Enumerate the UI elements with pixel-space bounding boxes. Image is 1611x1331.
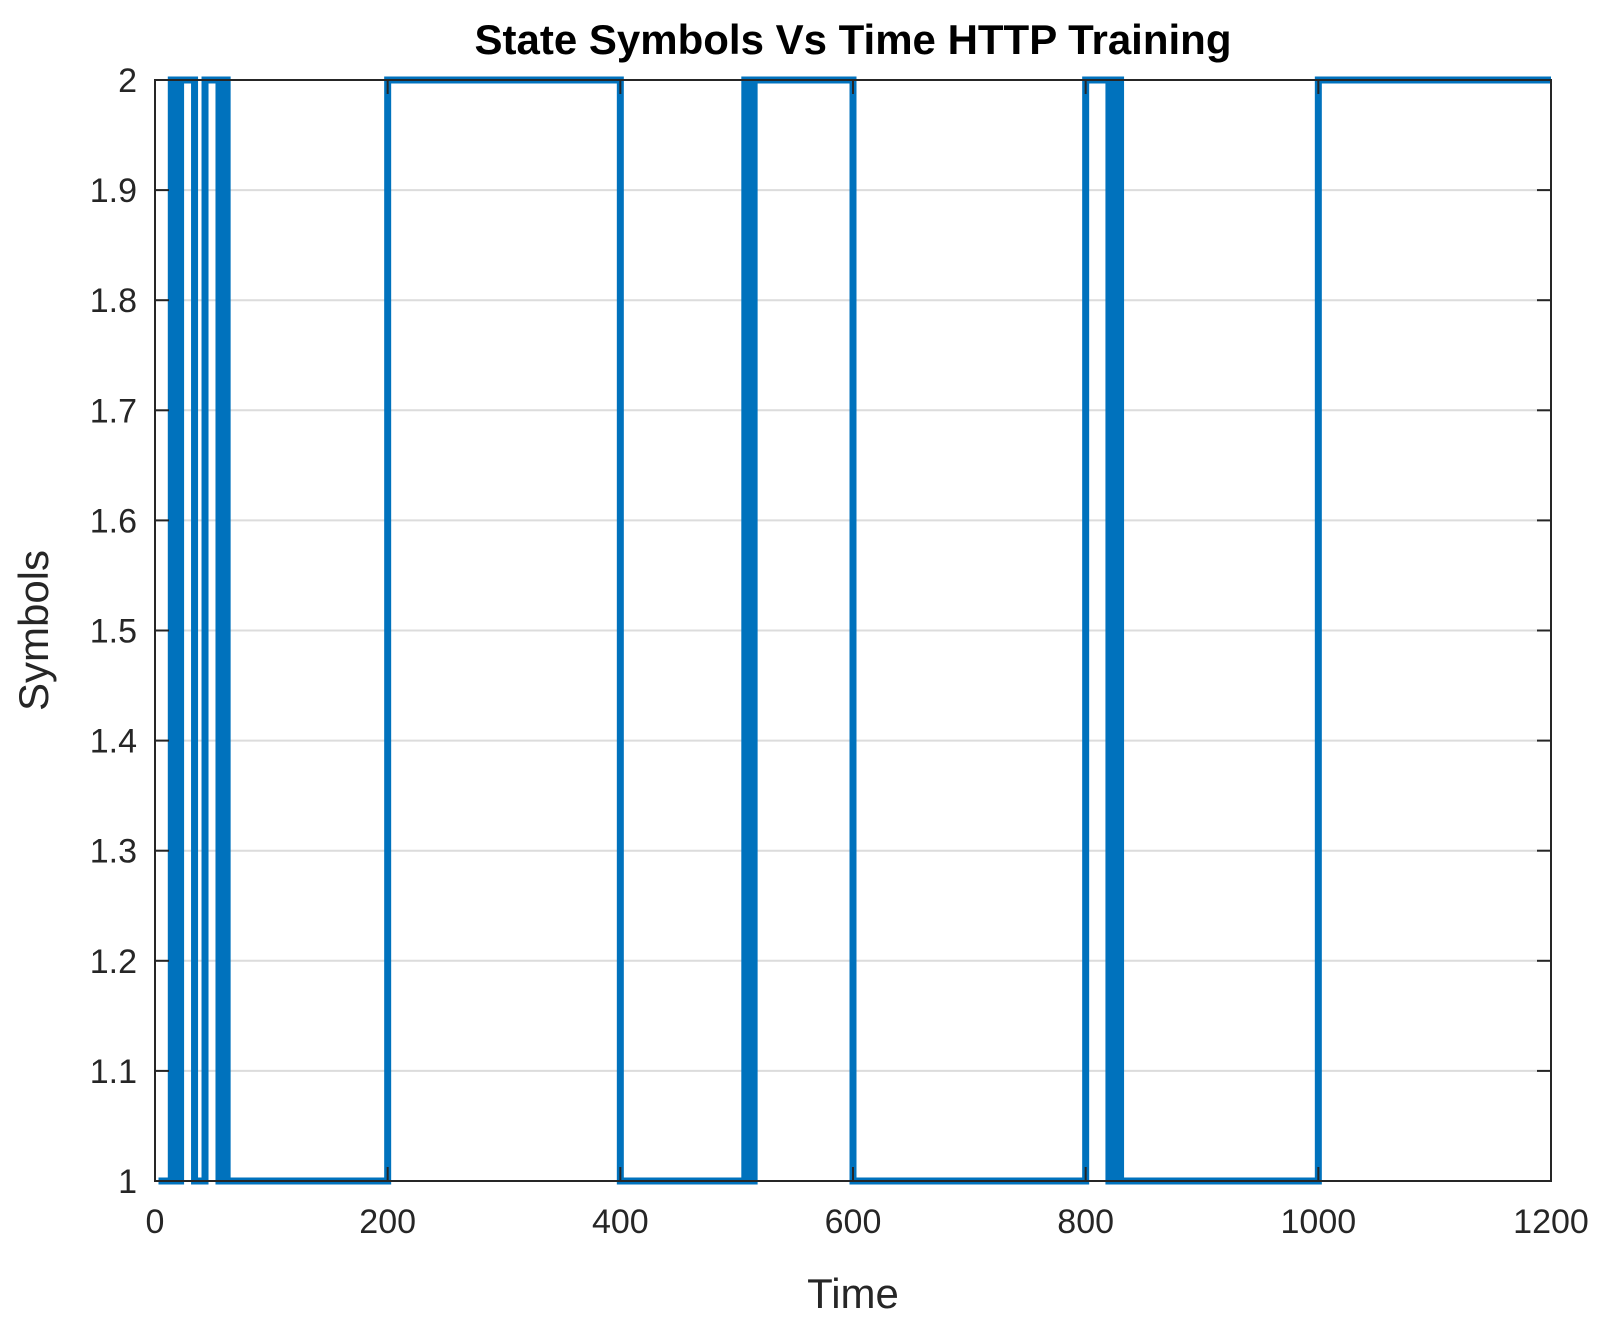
chart-title: State Symbols Vs Time HTTP Training (475, 16, 1232, 63)
x-tick-label: 200 (359, 1203, 416, 1241)
series-group (158, 76, 1551, 1185)
x-tick-label: 1200 (1513, 1203, 1589, 1241)
x-tick-label: 600 (825, 1203, 882, 1241)
x-tick-label: 1000 (1281, 1203, 1357, 1241)
y-tick-label: 1.6 (90, 502, 137, 540)
y-tick-label: 1.1 (90, 1053, 137, 1091)
x-tick-label: 400 (592, 1203, 649, 1241)
y-tick-label: 1.8 (90, 282, 137, 320)
y-tick-label: 1.2 (90, 943, 137, 981)
y-tick-label: 1.4 (90, 723, 137, 761)
y-axis-label: Symbols (10, 550, 57, 711)
x-axis-label: Time (807, 1270, 899, 1317)
x-tick-label: 0 (146, 1203, 165, 1241)
y-tick-label: 1.3 (90, 833, 137, 871)
y-tick-label: 1.9 (90, 172, 137, 210)
tick-labels: 1 1.1 1.2 1.3 1.4 1.5 1.6 1.7 1.8 1.9 2 0 200 400 600 8… (90, 62, 1589, 1241)
ticks (154, 79, 1552, 1182)
y-tick-label: 1 (118, 1163, 137, 1201)
y-tick-label: 1.7 (90, 392, 137, 430)
x-tick-label: 800 (1057, 1203, 1114, 1241)
series-line (158, 76, 1551, 1185)
y-tick-label: 2 (118, 62, 137, 100)
y-tick-label: 1.5 (90, 613, 137, 651)
